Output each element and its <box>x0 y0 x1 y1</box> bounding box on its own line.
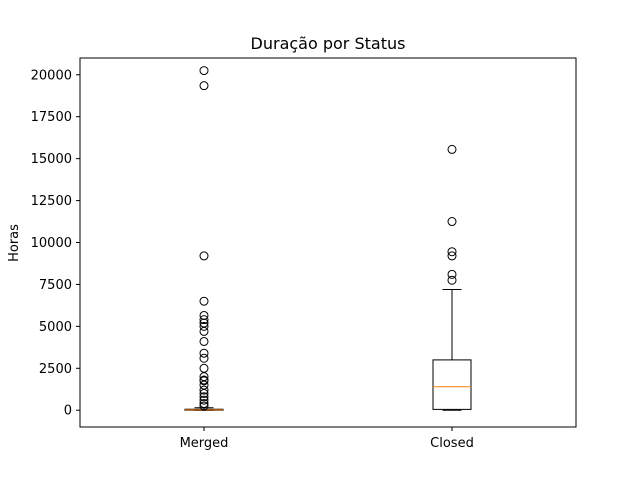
x-tick-label-0: Merged <box>180 436 229 451</box>
outlier-0-12 <box>199 363 209 373</box>
outlier-0-9 <box>199 336 209 346</box>
y-tick-label-3: 7500 <box>39 278 72 293</box>
outlier-0-1 <box>199 81 209 91</box>
outlier-1-0 <box>447 144 457 154</box>
y-tick-label-4: 10000 <box>31 236 72 251</box>
outlier-0-18 <box>199 388 209 398</box>
outlier-0-3 <box>199 296 209 306</box>
outlier-1-1 <box>447 217 457 227</box>
chart-title: Duração por Status <box>251 34 406 53</box>
y-tick-label-6: 15000 <box>31 152 72 167</box>
y-tick-label-0: 0 <box>64 404 72 419</box>
y-tick-label-7: 17500 <box>31 110 72 125</box>
outlier-1-3 <box>447 251 457 261</box>
y-axis-label: Horas <box>7 224 22 262</box>
y-tick-label-8: 20000 <box>31 68 72 83</box>
outlier-0-17 <box>199 385 209 395</box>
y-tick-label-2: 5000 <box>39 320 72 335</box>
x-tick-label-1: Closed <box>430 436 474 451</box>
y-tick-label-1: 2500 <box>39 362 72 377</box>
outlier-0-5 <box>199 315 209 325</box>
outlier-0-7 <box>199 321 209 331</box>
outlier-0-11 <box>199 353 209 363</box>
outlier-0-2 <box>199 251 209 261</box>
box-1 <box>432 359 472 410</box>
outlier-0-19 <box>199 392 209 402</box>
outlier-0-0 <box>199 66 209 76</box>
outlier-0-15 <box>199 376 209 386</box>
outlier-0-22 <box>199 401 209 411</box>
plot-frame <box>79 57 577 428</box>
outlier-0-21 <box>199 399 209 409</box>
outlier-1-4 <box>447 269 457 279</box>
outlier-1-2 <box>447 247 457 257</box>
outlier-0-20 <box>199 395 209 405</box>
outlier-0-10 <box>199 348 209 358</box>
y-tick-label-5: 12500 <box>31 194 72 209</box>
outlier-1-5 <box>447 275 457 285</box>
plot-area <box>184 66 472 411</box>
outlier-0-8 <box>199 326 209 336</box>
